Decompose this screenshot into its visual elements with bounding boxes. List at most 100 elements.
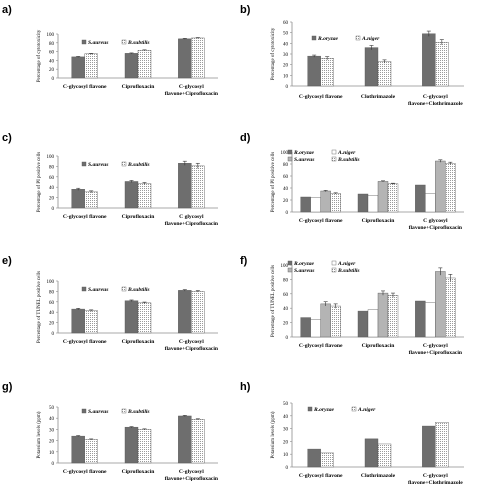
category-label: C-glycosyl flavone+Ciprofloxacin <box>165 339 219 352</box>
y-tick-label: 30 <box>49 428 55 433</box>
legend-swatch <box>331 149 337 155</box>
panel-label: d) <box>240 132 251 144</box>
legend-swatch <box>121 39 127 45</box>
panel-d: d) 0 20 40 60 80 100 Percentage of PI positive… <box>238 126 477 248</box>
legend-entry: R.oryzae <box>317 36 339 42</box>
category-label-line: C-glycosyl flavone <box>299 343 343 349</box>
category-label: Clothrimazole <box>361 473 396 479</box>
category-label-line: flavone+Ciprofloxacin <box>165 221 219 227</box>
y-tick-label: 100 <box>47 280 55 285</box>
chart-d: 0 20 40 60 80 100 Percentage of PI positive ce… <box>271 149 464 231</box>
bar <box>137 50 152 79</box>
category-label: C-glycosyl flavone+Clothrimazole <box>408 473 463 486</box>
bar <box>320 452 334 468</box>
bar <box>377 443 392 468</box>
category-label: C-glycosyl flavone+Ciprofloxacin <box>165 84 219 97</box>
legend-entry: B.subtilis <box>337 268 360 274</box>
category-label: C-glycosyl flavone <box>63 214 107 220</box>
y-tick-label: 20 <box>49 440 55 445</box>
bar <box>320 190 331 213</box>
legend-swatch <box>287 156 293 162</box>
y-tick-label: 50 <box>283 402 289 407</box>
y-tick-label: 10 <box>283 453 289 458</box>
bar <box>435 422 449 468</box>
panel-h: h) 0 10 20 30 40 50 Potassium levels (ppm) C-gl… <box>238 377 477 501</box>
bar <box>320 58 334 87</box>
bar <box>364 47 379 87</box>
panel-a: a) 0 20 40 60 80 100 Percentage of cytotoxicit… <box>0 0 236 123</box>
legend-swatch <box>81 286 87 292</box>
y-tick-label: 100 <box>47 155 55 160</box>
bar <box>124 300 139 334</box>
legend-entry: A.niger <box>361 36 380 42</box>
y-axis-label: Potassium levels (ppm) <box>271 411 276 458</box>
bar <box>191 165 205 209</box>
y-axis-label: Percentage of TUNEL positive cells <box>271 265 276 337</box>
bar <box>435 271 446 338</box>
legend-entry: B.subtilis <box>127 40 150 46</box>
bar <box>330 193 341 213</box>
panel-e: e) 0 20 40 60 80 100 Percentage of TUNEL posit… <box>0 251 236 373</box>
panel-c: c) 0 20 40 60 80 100 Percentage of PI positive… <box>0 126 236 248</box>
y-tick-label: 60 <box>283 175 289 180</box>
bar <box>124 53 139 79</box>
category-label-line: flavone+Clothrimazole <box>408 101 463 107</box>
legend-swatch <box>331 156 337 162</box>
legend-entry: A.niger <box>337 150 356 156</box>
bar <box>137 429 152 464</box>
chart-e: 0 20 40 60 80 100 Percentage of TUNEL positive… <box>37 271 219 352</box>
y-tick-label: 30 <box>283 428 289 433</box>
category-label: C-glycosyl flavone+Clothrimazole <box>408 94 463 107</box>
legend-swatch <box>81 408 87 414</box>
bar <box>357 310 369 338</box>
legend-swatch <box>287 267 293 273</box>
chart-f: 0 20 40 60 80 100 Percentage of TUNEL positive… <box>271 260 464 356</box>
category-label: Ciprofloxacin <box>362 218 396 224</box>
bar <box>415 184 426 213</box>
panel-label: g) <box>2 381 13 393</box>
category-label-line: Ciprofloxacin <box>362 343 396 349</box>
category-label: C glycosyl flavone+Ciprofloxacin <box>165 214 219 227</box>
category-label: C-glycosyl flavone+Ciprofloxacin <box>409 343 463 356</box>
y-tick-label: 60 <box>49 176 55 181</box>
legend-entry: B.subtilis <box>127 162 150 168</box>
legend-swatch <box>311 35 317 41</box>
bar <box>330 305 341 338</box>
panel-f: f) 0 20 40 60 80 100 Percentage of TUNEL posit… <box>238 251 477 373</box>
category-label-line: Ciprofloxacin <box>122 339 156 345</box>
chart-g: 0 10 20 30 40 50 Potassium levels (ppm) C-glyco… <box>37 406 219 482</box>
bar <box>310 319 321 338</box>
bar <box>84 191 98 209</box>
category-label-line: Ciprofloxacin <box>122 214 156 220</box>
y-tick-label: 0 <box>52 462 55 467</box>
y-tick-label: 50 <box>283 32 289 37</box>
category-label-line: flavone+Clothrimazole <box>408 480 463 486</box>
category-label-line: C-glycosyl flavone <box>63 339 107 345</box>
category-label: C-glycosyl flavone <box>299 473 343 479</box>
category-label-line: flavone+Ciprofloxacin <box>409 350 463 356</box>
y-tick-label: 10 <box>49 451 55 456</box>
panel-b: b) 0 10 20 30 40 50 60 Percentage of cytotoxici… <box>238 0 477 123</box>
y-tick-label: 0 <box>286 211 289 216</box>
bar <box>71 435 85 464</box>
legend-swatch <box>287 260 293 266</box>
legend-entry: S.aureus <box>88 162 108 168</box>
bar <box>435 42 449 87</box>
chart-c: 0 20 40 60 80 100 Percentage of PI positive ce… <box>37 152 219 227</box>
bar <box>310 197 321 213</box>
y-tick-label: 20 <box>283 64 289 69</box>
bar <box>387 295 399 338</box>
bar <box>84 53 98 79</box>
category-label-line: C-glycosyl flavone <box>63 84 107 90</box>
legend-entry: A.niger <box>357 407 376 413</box>
y-axis-label: Percentage of cytotoxicity <box>37 29 42 82</box>
bar <box>307 55 321 87</box>
category-label-line: Ciprofloxacin <box>122 469 156 475</box>
y-tick-label: 100 <box>281 264 289 269</box>
category-label: C glycosyl flavone+Ciprofloxacin <box>409 218 463 231</box>
y-tick-label: 100 <box>281 151 289 156</box>
category-label-line: Ciprofloxacin <box>122 84 156 90</box>
y-tick-label: 80 <box>283 278 289 283</box>
y-tick-label: 60 <box>49 301 55 306</box>
y-tick-label: 80 <box>49 165 55 170</box>
